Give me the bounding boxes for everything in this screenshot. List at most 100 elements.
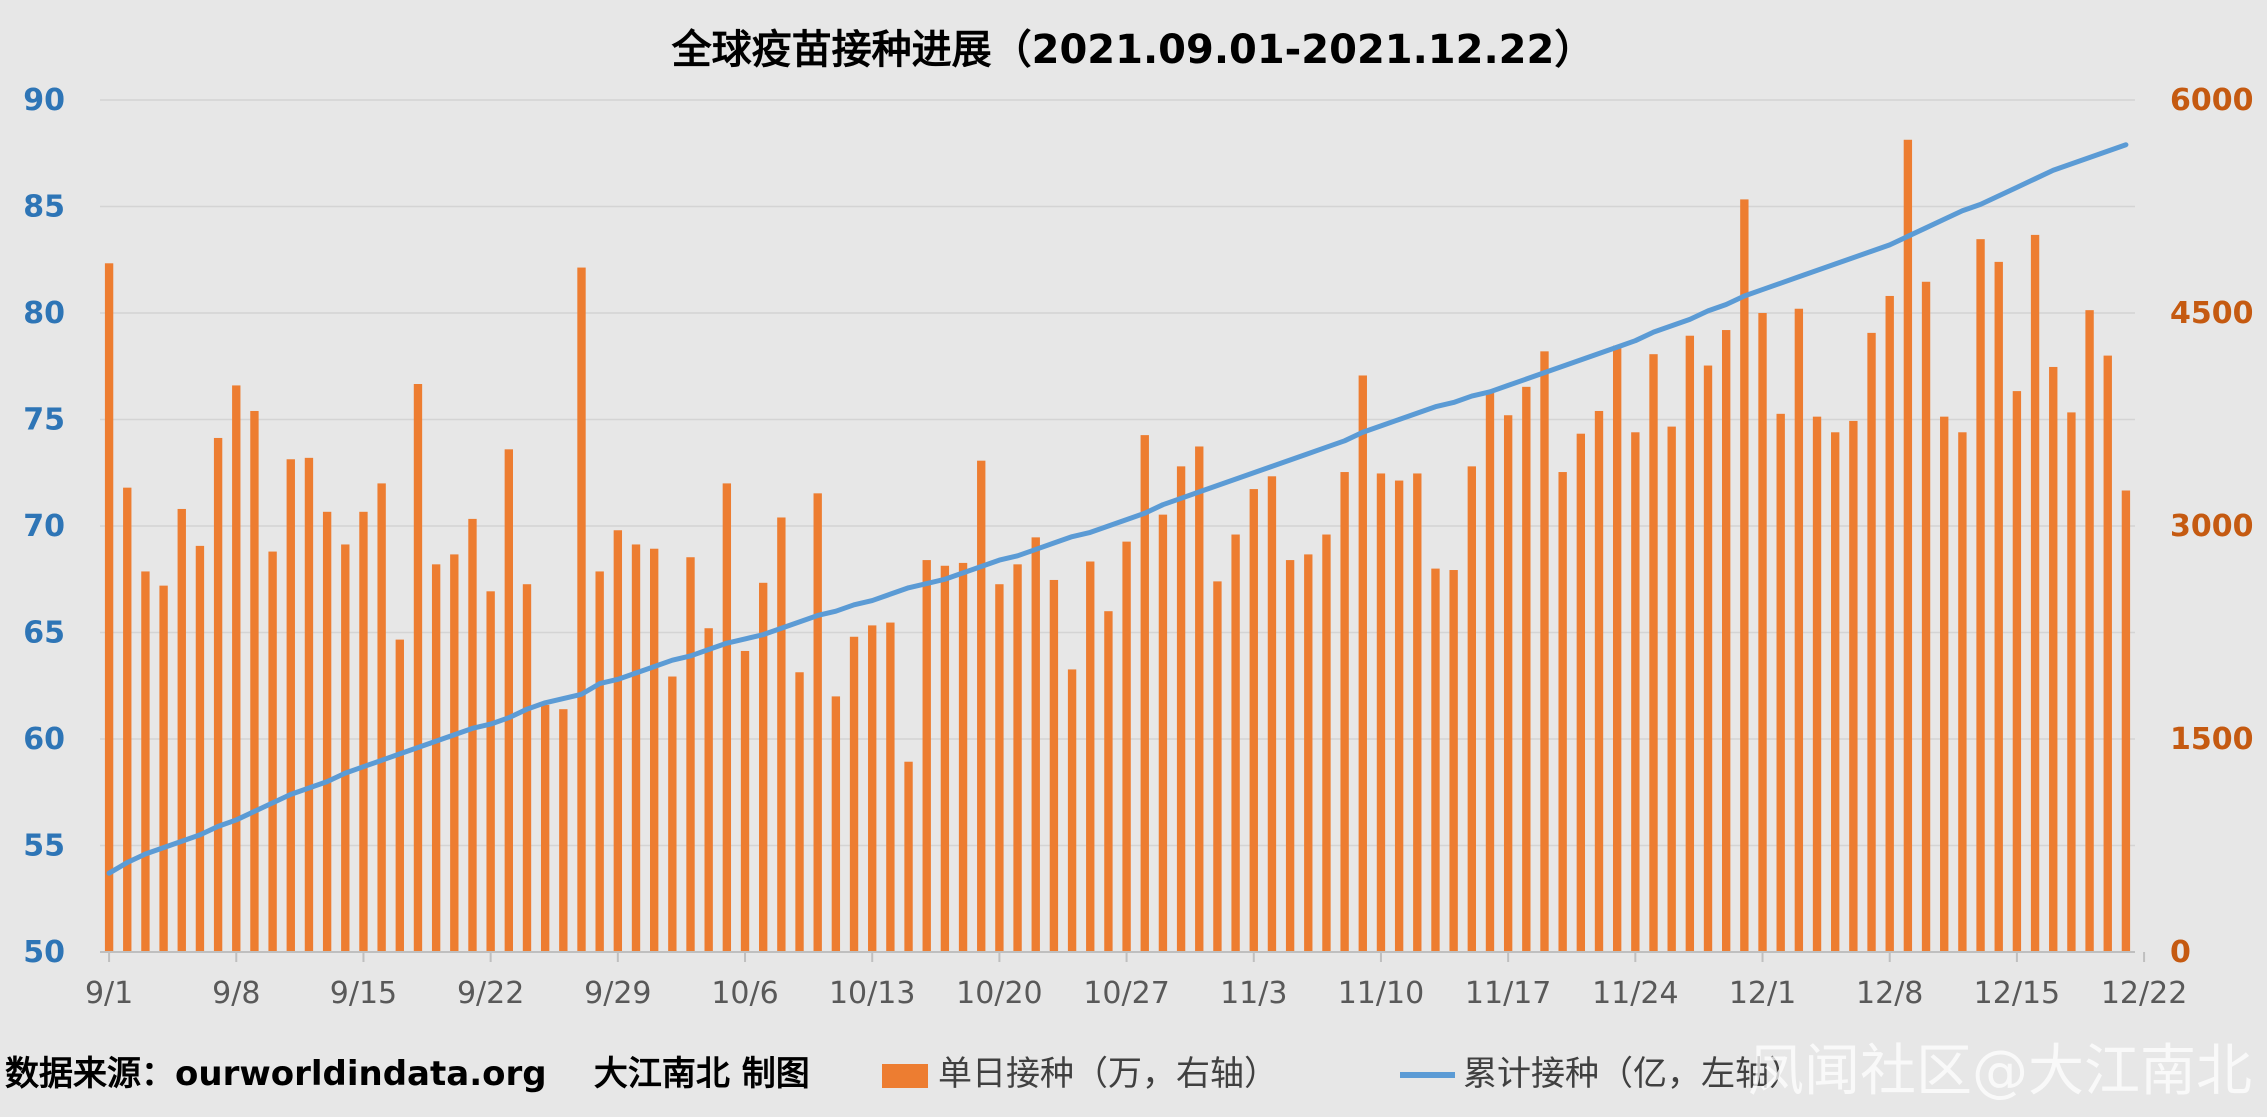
bar — [1104, 611, 1113, 952]
bar — [377, 483, 386, 952]
x-axis-tick-label: 12/8 — [1856, 976, 1923, 1011]
bar — [1086, 561, 1095, 952]
bar — [1122, 541, 1131, 952]
gridlines — [100, 99, 2135, 847]
legend-bar-swatch — [882, 1064, 928, 1088]
x-axis-tick-label: 10/13 — [829, 976, 915, 1011]
bar — [958, 562, 968, 952]
bar — [1558, 472, 1567, 952]
bar — [286, 459, 295, 952]
bar — [468, 518, 477, 952]
bar — [1322, 534, 1331, 952]
x-axis-tick-label: 9/22 — [457, 976, 524, 1011]
bar — [1140, 435, 1149, 952]
bar — [777, 517, 786, 952]
bar — [922, 560, 931, 952]
x-axis-tick-label: 10/20 — [956, 976, 1042, 1011]
bar — [177, 508, 186, 952]
bar — [1921, 281, 1931, 952]
bar — [631, 544, 641, 952]
bar — [886, 622, 895, 952]
bar — [2049, 366, 2058, 953]
bar — [813, 493, 822, 952]
bar — [1958, 432, 1967, 952]
bar — [686, 557, 695, 952]
bar — [504, 449, 513, 952]
left-axis-tick-label: 50 — [23, 935, 65, 970]
bar — [940, 565, 950, 952]
x-axis-tick-label: 11/10 — [1338, 976, 1424, 1011]
bar — [1431, 568, 1440, 952]
bar — [977, 460, 986, 952]
bar — [595, 571, 604, 952]
bar — [104, 263, 114, 952]
bar — [1667, 426, 1676, 953]
x-axis-tick-label: 12/22 — [2101, 976, 2187, 1011]
bar — [1049, 579, 1059, 952]
left-axis-tick-label: 60 — [23, 722, 65, 757]
bar — [1285, 560, 1295, 952]
legend: 单日接种（万，右轴） 累计接种（亿，左轴） — [882, 1054, 1803, 1094]
bar — [2121, 490, 2131, 952]
x-axis-tick-label: 9/1 — [85, 976, 133, 1011]
bar — [486, 591, 495, 952]
source-note: 数据来源：ourworldindata.org 大江南北 制图 — [5, 1054, 810, 1094]
bar — [1413, 473, 1422, 952]
bar — [431, 564, 441, 952]
bar — [1976, 239, 1985, 952]
bar — [141, 571, 150, 952]
bar — [341, 544, 350, 952]
right-axis-tick-label: 6000 — [2170, 83, 2254, 118]
left-axis-tick-label: 55 — [23, 829, 65, 864]
x-axis-tick-label: 11/17 — [1465, 976, 1551, 1011]
bar — [1649, 354, 1658, 952]
x-axis-tick-label: 10/6 — [711, 976, 778, 1011]
bar — [1340, 472, 1349, 952]
bar — [1831, 432, 1840, 952]
legend-bar-label: 单日接种（万，右轴） — [938, 1054, 1278, 1094]
right-axis-tick-label: 4500 — [2170, 296, 2254, 331]
x-axis-tick-label: 9/29 — [584, 976, 651, 1011]
bar — [1231, 534, 1240, 952]
bar — [1158, 514, 1168, 952]
bar — [1631, 432, 1640, 952]
bar — [213, 437, 223, 953]
right-axis-tick-label: 3000 — [2170, 509, 2254, 544]
bar — [722, 483, 732, 952]
bar — [413, 384, 423, 952]
bar — [195, 545, 205, 952]
line-path — [106, 142, 2129, 876]
x-axis-tick-label: 11/24 — [1592, 976, 1678, 1011]
bar — [1576, 433, 1586, 952]
chart-title: 全球疫苗接种进展（2021.09.01-2021.12.22） — [671, 27, 1595, 73]
bar — [1994, 261, 2003, 952]
bar — [1612, 345, 1622, 952]
left-axis-tick-label: 70 — [23, 509, 65, 544]
bar — [540, 704, 550, 952]
bar — [304, 457, 314, 952]
bar — [1195, 446, 1204, 952]
bar — [795, 672, 804, 952]
x-axis-tick-label: 10/27 — [1083, 976, 1169, 1011]
bar — [868, 625, 877, 952]
x-axis-ticks: 9/1 9/8 9/15 9/22 9/29 10/6 10/13 10/20 10/27 11/… — [85, 952, 2187, 1011]
bar — [1213, 581, 1222, 952]
bar — [559, 709, 568, 952]
line-series-cumulative — [106, 142, 2129, 876]
bar — [1176, 466, 1186, 952]
bar — [2012, 391, 2022, 953]
bar — [704, 628, 713, 952]
bar — [1722, 330, 1731, 952]
bar — [250, 410, 259, 953]
bar — [650, 548, 659, 952]
bar — [740, 650, 750, 952]
bar — [2067, 412, 2076, 952]
right-axis-ticks: 0 1500 3000 4500 6000 — [2170, 83, 2254, 970]
legend-line-label: 累计接种（亿，左轴） — [1463, 1054, 1803, 1094]
bar — [1449, 570, 1458, 952]
bar — [232, 385, 241, 952]
x-axis-tick-label: 12/15 — [1974, 976, 2060, 1011]
bar — [613, 530, 623, 952]
bar — [1685, 335, 1695, 953]
bar — [1249, 489, 1258, 952]
